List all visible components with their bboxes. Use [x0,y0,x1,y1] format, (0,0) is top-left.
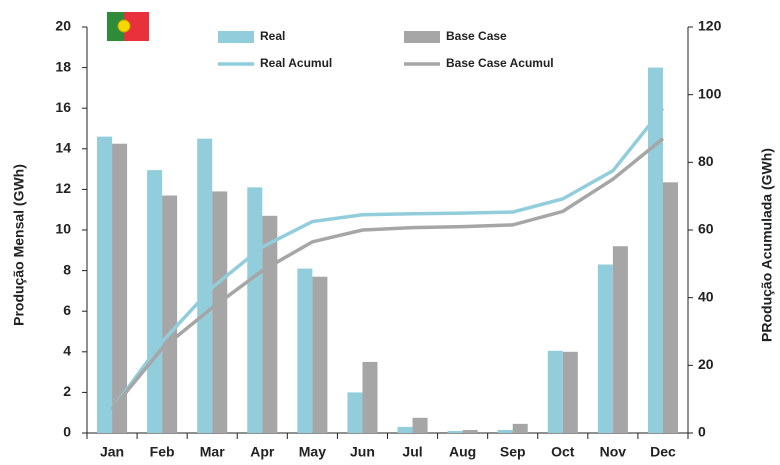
bar [562,351,578,433]
x-tick-label: May [299,444,326,460]
bar [112,143,128,433]
y-tick-label: 4 [63,343,71,359]
bar [662,182,678,433]
bar [97,136,113,433]
bar [612,246,628,433]
legend-swatch [218,31,254,43]
bar [547,350,563,433]
y-tick-label: 2 [63,383,71,399]
bar [497,429,513,433]
line [110,137,665,411]
y-tick-label: 20 [55,18,71,34]
bar [462,429,478,433]
y-tick-label: 16 [55,99,71,115]
bar [447,430,463,433]
bar [212,191,228,433]
legend-label: Real [260,29,285,43]
legend-label: Base Case [446,29,507,43]
legend-label: Real Acumul [260,56,332,70]
x-tick-label: Oct [551,444,575,460]
y2-tick-label: 120 [698,18,722,34]
y-tick-label: 18 [55,58,71,74]
y2-tick-label: 20 [698,356,714,372]
y-tick-label: 12 [55,180,71,196]
x-tick-label: Dec [650,444,676,460]
x-tick-label: Feb [150,444,175,460]
bar [147,170,163,434]
bar [197,138,213,433]
bar [312,276,328,433]
bar [247,187,263,433]
bar [262,215,278,433]
x-tick-label: Aug [449,444,476,460]
bar [597,264,613,433]
y2-tick-label: 100 [698,85,722,101]
x-tick-label: Sep [500,444,526,460]
x-tick-label: Nov [600,444,627,460]
legend-swatch [404,31,440,43]
legend-label: Base Case Acumul [446,56,554,70]
y-tick-label: 6 [63,302,71,318]
flag [107,12,149,41]
x-tick-label: Jul [402,444,422,460]
x-tick-label: Mar [200,444,225,460]
x-tick-label: Jan [100,444,124,460]
y2-tick-label: 0 [698,424,706,440]
x-tick-label: Apr [250,444,275,460]
bar [347,392,363,433]
bar [297,268,313,433]
bar [647,67,663,433]
bar [162,195,178,433]
y-tick-label: 8 [63,261,71,277]
y2-tick-label: 60 [698,221,714,237]
y-axis-label: Produção Mensal (GWh) [11,164,27,326]
y-tick-label: 0 [63,424,71,440]
y2-tick-label: 80 [698,153,714,169]
bar [362,361,378,433]
line [110,107,665,411]
y-tick-label: 10 [55,221,71,237]
y2-tick-label: 40 [698,288,714,304]
y-tick-label: 14 [55,140,71,156]
bar [397,426,413,433]
y2-axis-label: PRodução Acumulada (GWh) [759,148,775,342]
bar [412,417,428,433]
bar [512,423,528,433]
x-tick-label: Jun [350,444,375,460]
